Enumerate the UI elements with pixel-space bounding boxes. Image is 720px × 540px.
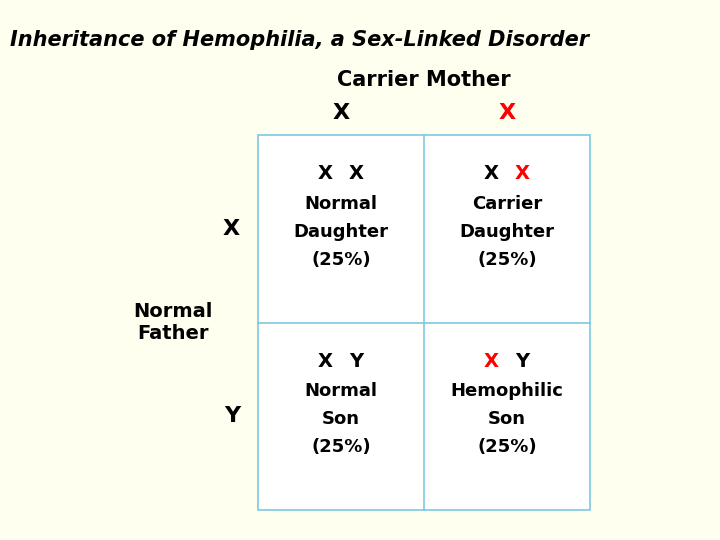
- Text: (25%): (25%): [311, 438, 371, 456]
- Text: X: X: [484, 164, 499, 183]
- Text: (25%): (25%): [477, 438, 537, 456]
- Text: X: X: [318, 164, 333, 183]
- Text: Y: Y: [349, 352, 363, 371]
- Text: Y: Y: [224, 406, 240, 426]
- Text: X: X: [333, 103, 350, 123]
- Text: Carrier: Carrier: [472, 195, 542, 213]
- Text: (25%): (25%): [477, 251, 537, 269]
- Text: X: X: [515, 164, 530, 183]
- Text: Normal
Father: Normal Father: [133, 302, 212, 343]
- Text: Normal: Normal: [305, 382, 377, 400]
- Text: X: X: [349, 164, 364, 183]
- Text: Inheritance of Hemophilia, a Sex-Linked Disorder: Inheritance of Hemophilia, a Sex-Linked …: [10, 30, 589, 50]
- Text: Daughter: Daughter: [459, 222, 554, 241]
- Text: Daughter: Daughter: [294, 222, 389, 241]
- Bar: [258, 135, 590, 510]
- Text: X: X: [318, 352, 333, 371]
- Text: X: X: [484, 352, 499, 371]
- Text: Hemophilic: Hemophilic: [451, 382, 564, 400]
- Text: X: X: [223, 219, 240, 239]
- Text: Y: Y: [515, 352, 529, 371]
- Text: X: X: [498, 103, 516, 123]
- Text: (25%): (25%): [311, 251, 371, 269]
- Text: Normal: Normal: [305, 195, 377, 213]
- Text: Son: Son: [488, 410, 526, 428]
- Text: Son: Son: [322, 410, 360, 428]
- Text: Carrier Mother: Carrier Mother: [337, 70, 510, 90]
